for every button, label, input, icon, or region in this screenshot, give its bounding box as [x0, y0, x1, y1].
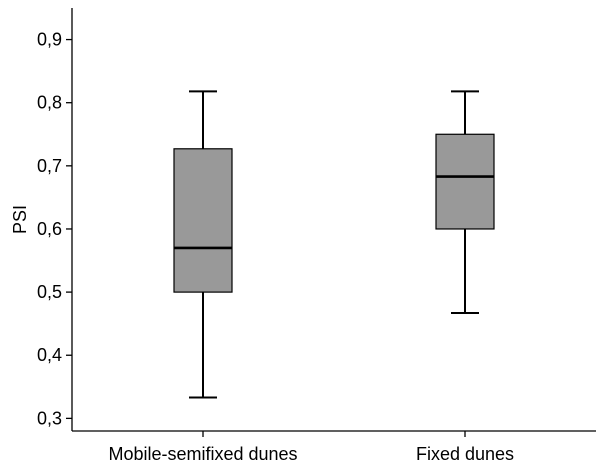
x-axis-ticks: Mobile-semifixed dunes Fixed dunes	[108, 431, 514, 463]
y-tick-label: 0,5	[37, 282, 62, 302]
y-axis-ticks: 0,3 0,4 0,5 0,6 0,7 0,8 0,9	[37, 30, 72, 428]
box-iqr	[173, 148, 233, 293]
boxes	[173, 90, 495, 399]
x-tick-label: Mobile-semifixed dunes	[108, 444, 297, 463]
box-2	[435, 90, 495, 314]
y-axis-title: PSI	[10, 205, 30, 234]
plot-frame	[71, 8, 596, 432]
x-tick-label: Fixed dunes	[416, 444, 514, 463]
y-tick-label: 0,9	[37, 30, 62, 50]
box-iqr	[435, 133, 495, 230]
box-1	[173, 90, 233, 399]
y-tick-label: 0,8	[37, 93, 62, 113]
y-tick-label: 0,4	[37, 345, 62, 365]
y-tick-label: 0,7	[37, 156, 62, 176]
y-tick-label: 0,6	[37, 219, 62, 239]
y-tick-label: 0,3	[37, 408, 62, 428]
